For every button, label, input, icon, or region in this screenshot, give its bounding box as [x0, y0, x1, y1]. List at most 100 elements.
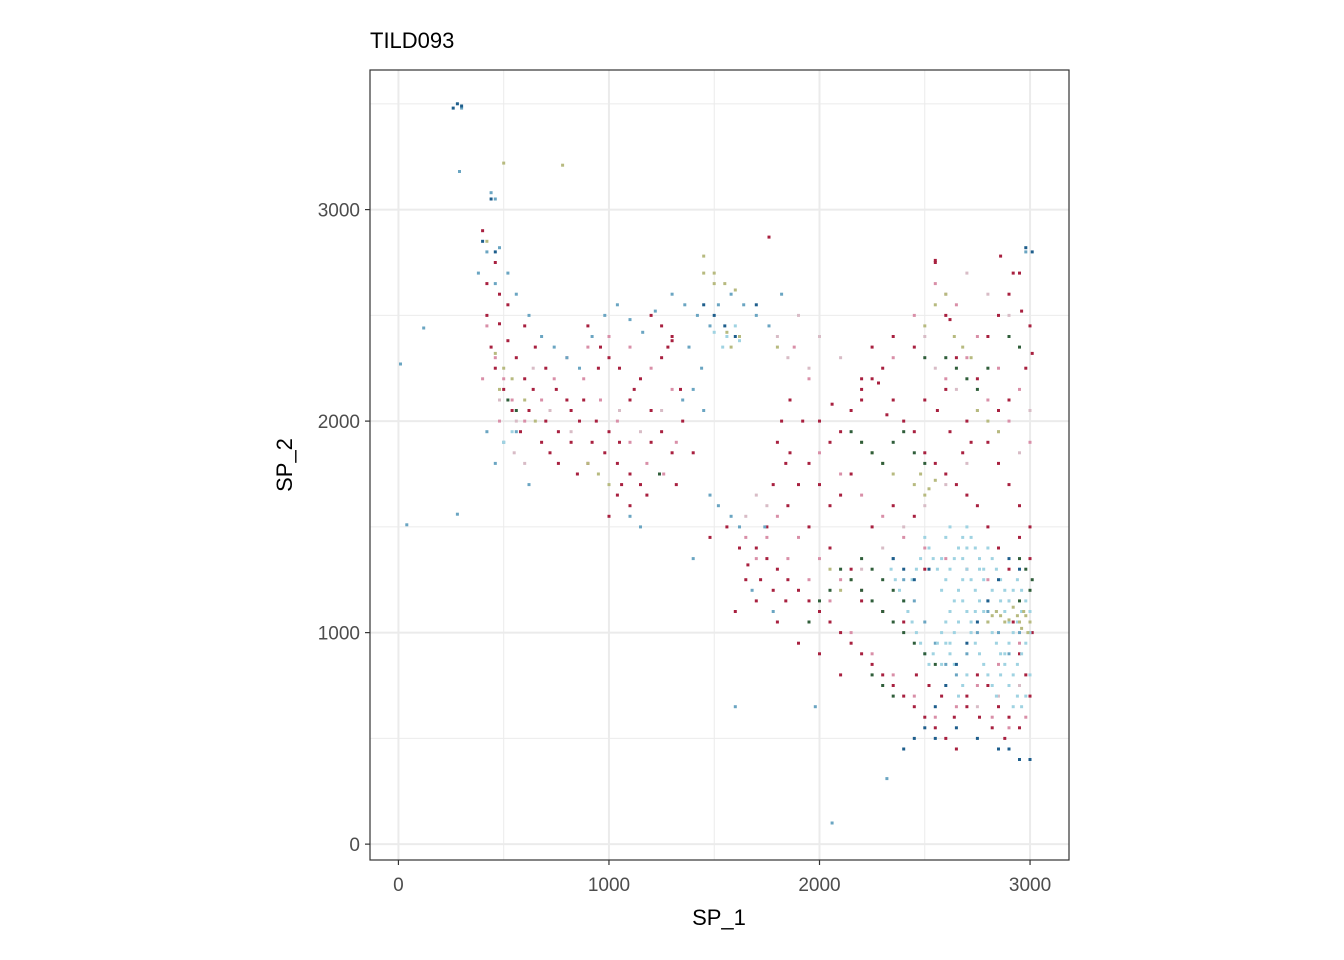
data-point	[765, 557, 769, 561]
data-point	[923, 726, 927, 730]
data-point	[523, 324, 527, 328]
data-point	[1020, 610, 1024, 613]
data-point	[502, 387, 506, 391]
data-point	[775, 440, 779, 444]
data-point	[948, 641, 952, 645]
data-point	[738, 546, 741, 550]
data-point	[485, 239, 489, 243]
data-point	[914, 631, 918, 635]
data-point	[1007, 715, 1011, 719]
data-point	[952, 335, 956, 338]
data-point	[702, 271, 706, 275]
data-point	[548, 451, 552, 455]
data-point	[792, 345, 796, 349]
data-point	[723, 282, 727, 286]
data-point	[997, 366, 1000, 370]
data-point	[540, 335, 544, 338]
y-tick-label: 3000	[318, 201, 360, 222]
data-point	[523, 398, 527, 402]
data-point	[849, 578, 853, 582]
data-point	[902, 694, 906, 698]
data-point	[695, 313, 699, 317]
data-point	[881, 610, 885, 613]
data-point	[923, 451, 927, 455]
data-point	[1007, 557, 1011, 561]
data-point	[965, 271, 969, 275]
data-point	[712, 282, 716, 286]
data-point	[881, 461, 885, 465]
data-point	[881, 673, 885, 677]
data-point	[944, 313, 948, 317]
data-point	[674, 440, 678, 444]
data-point	[954, 726, 958, 730]
data-point	[975, 335, 979, 338]
data-point	[944, 684, 948, 687]
data-point	[544, 366, 548, 370]
data-point	[965, 356, 969, 360]
data-point	[780, 419, 784, 423]
data-point	[481, 377, 485, 381]
data-point	[891, 356, 895, 360]
data-point	[738, 525, 741, 529]
data-point	[458, 170, 461, 173]
data-point	[944, 557, 948, 561]
data-point	[952, 631, 956, 635]
data-point	[923, 493, 927, 497]
data-point	[912, 578, 916, 582]
data-point	[679, 387, 682, 391]
data-point	[1028, 694, 1032, 698]
data-point	[489, 191, 493, 195]
data-point	[531, 366, 535, 370]
data-point	[481, 229, 485, 233]
data-point	[828, 546, 832, 550]
data-point	[891, 398, 895, 402]
data-point	[1018, 652, 1021, 656]
data-point	[1020, 309, 1024, 313]
data-point	[839, 567, 843, 571]
data-point	[399, 362, 402, 366]
data-point	[997, 662, 1000, 666]
data-point	[860, 387, 864, 391]
data-point	[1028, 588, 1032, 592]
data-point	[948, 318, 952, 322]
data-point	[965, 567, 969, 571]
data-point	[723, 324, 727, 328]
data-point	[940, 557, 944, 561]
data-point	[775, 335, 779, 338]
data-point	[744, 514, 748, 518]
data-point	[969, 620, 973, 624]
plot-panel-border	[369, 69, 1070, 861]
y-tick-label: 0	[349, 835, 360, 856]
data-point	[729, 345, 733, 349]
data-point	[849, 641, 853, 645]
data-point	[767, 324, 771, 328]
data-point	[628, 440, 632, 444]
data-point	[1018, 567, 1021, 571]
data-point	[944, 641, 948, 645]
data-point	[986, 610, 990, 613]
data-point	[975, 377, 979, 381]
data-point	[674, 483, 678, 487]
data-point	[978, 567, 981, 571]
data-point	[687, 345, 691, 349]
data-point	[691, 557, 695, 561]
data-point	[933, 736, 937, 740]
data-point	[1018, 557, 1021, 561]
data-point	[596, 472, 600, 476]
data-point	[923, 324, 927, 328]
data-point	[510, 377, 514, 381]
data-point	[1018, 599, 1021, 603]
data-point	[1018, 641, 1021, 645]
data-point	[1007, 620, 1011, 624]
data-point	[1022, 610, 1026, 613]
data-point	[485, 324, 489, 328]
data-point	[828, 504, 832, 508]
data-point	[797, 313, 800, 317]
data-point	[912, 705, 916, 709]
data-point	[607, 514, 611, 518]
data-point	[986, 578, 990, 582]
data-point	[561, 163, 565, 167]
data-point	[498, 387, 501, 391]
data-point	[952, 557, 956, 561]
chart-title: TILD093	[370, 28, 454, 53]
